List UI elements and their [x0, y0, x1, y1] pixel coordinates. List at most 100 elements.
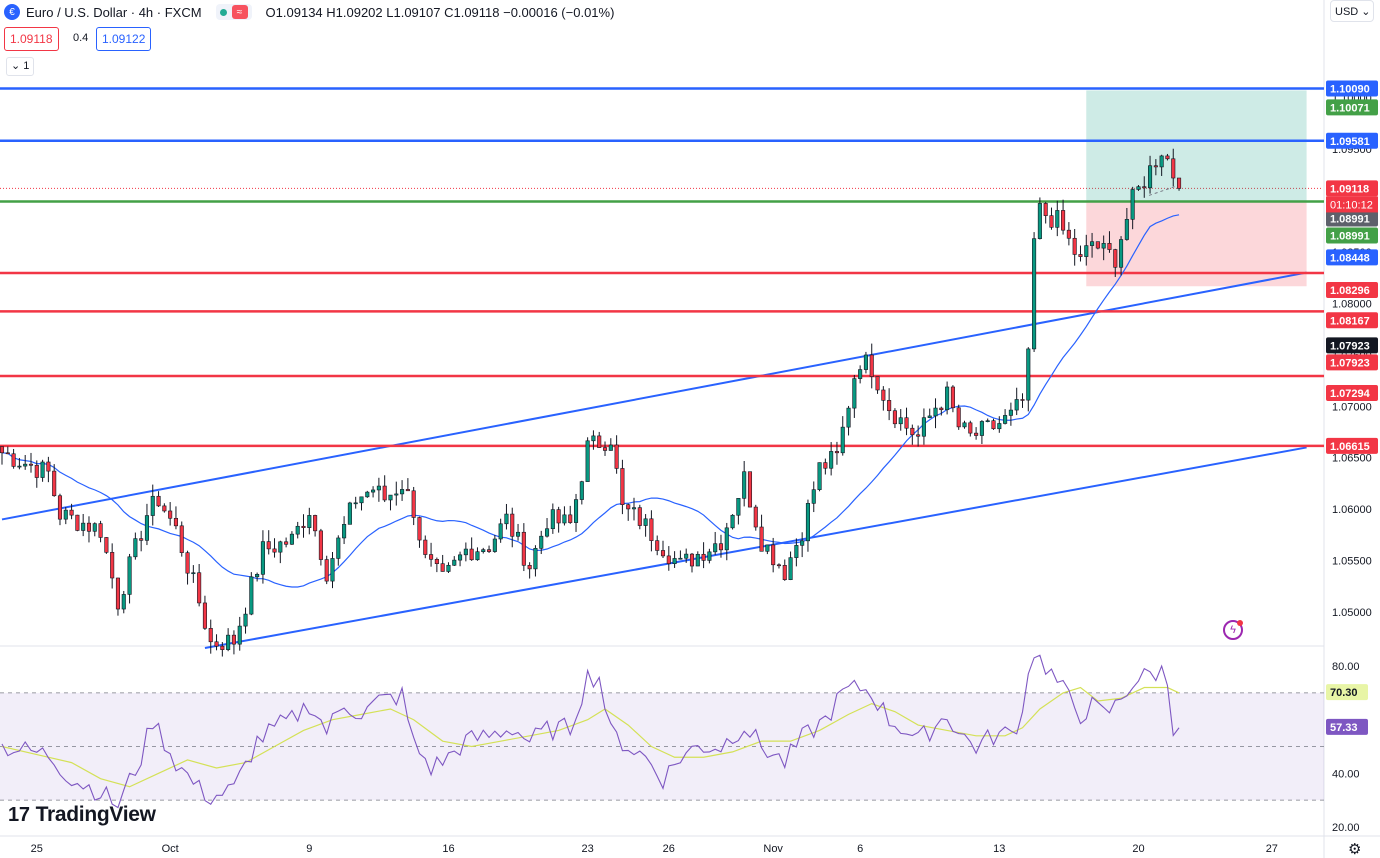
candle-body	[324, 559, 329, 582]
price-label-text: 1.08991	[1330, 230, 1370, 242]
buy-button[interactable]: 1.09122	[96, 27, 152, 51]
candle-body	[168, 510, 173, 519]
candle-body	[759, 526, 764, 552]
candle-body	[539, 535, 544, 549]
candle-body	[498, 523, 503, 540]
candle-body	[0, 446, 5, 454]
candle-body	[556, 509, 561, 524]
candle-body	[834, 451, 839, 454]
gear-icon[interactable]: ⚙	[1348, 841, 1362, 858]
price-label-text: 1.08167	[1330, 315, 1370, 327]
candle-body	[208, 628, 213, 643]
long-position-tool[interactable]	[1086, 90, 1307, 287]
candle-body	[289, 533, 294, 545]
currency-label: USD	[1335, 6, 1359, 18]
candle-body	[898, 417, 903, 425]
candle-body	[5, 452, 10, 455]
time-tick-label: 9	[306, 843, 312, 855]
time-axis[interactable]: 25 Oct 9 16 23 26 Nov 6 13 20 27	[31, 843, 1278, 855]
candle-body	[608, 444, 613, 451]
candle-body	[916, 434, 921, 437]
price-label-tag[interactable]	[1326, 132, 1378, 149]
candle-body	[591, 435, 596, 442]
price-label-tag[interactable]	[1326, 180, 1378, 197]
price-label-tag[interactable]	[1326, 312, 1378, 329]
time-tick-label: 23	[581, 843, 593, 855]
candle-body	[672, 558, 677, 564]
candle-body	[724, 527, 729, 551]
candle-body	[301, 525, 306, 528]
candle-body	[1055, 210, 1060, 228]
market-open-icon	[219, 8, 227, 16]
symbol-title[interactable]: Euro / U.S. Dollar · 4h · FXCM	[26, 4, 202, 20]
horizontal-levels[interactable]	[0, 87, 1324, 448]
sell-button[interactable]: 1.09118	[4, 27, 59, 51]
price-label-text: 1.06615	[1330, 441, 1370, 453]
price-label-tag[interactable]	[1326, 227, 1378, 244]
candle-body	[782, 565, 787, 581]
channel-upper-line[interactable]	[1, 271, 1307, 521]
candle-body	[260, 541, 265, 575]
price-label-tag[interactable]	[1326, 99, 1378, 116]
indicator-collapse-toggle[interactable]: ⌄ 1	[6, 57, 35, 76]
candle-body	[75, 514, 80, 531]
price-label-tag[interactable]	[1326, 80, 1378, 97]
candle-body	[585, 440, 590, 482]
candle-body	[562, 514, 567, 524]
candle-body	[840, 426, 845, 454]
candle-body	[817, 462, 822, 490]
candle-body	[1124, 219, 1129, 240]
candle-body	[1026, 348, 1031, 401]
candle-body	[28, 463, 34, 466]
price-label-tag[interactable]	[1326, 210, 1378, 227]
candle-body	[1037, 203, 1042, 239]
market-status[interactable]: ≈	[215, 4, 252, 20]
candle-body	[776, 564, 782, 567]
lightning-alert-icon[interactable]: ϟ	[1223, 620, 1243, 640]
time-tick-label: 13	[993, 843, 1005, 855]
candle-body	[620, 468, 625, 505]
candle-body	[17, 465, 22, 468]
price-label-tag[interactable]	[1326, 385, 1378, 402]
candle-body	[800, 540, 805, 546]
candle-body	[1072, 237, 1077, 255]
candle-body	[313, 515, 318, 532]
candle-body	[962, 422, 967, 428]
symbol-header[interactable]: € Euro / U.S. Dollar · 4h · FXCM ≈ O1.09…	[4, 1, 614, 23]
candle-body	[579, 481, 584, 500]
candle-body	[1061, 210, 1066, 231]
candle-body	[510, 513, 515, 537]
rsi-value-tag	[1326, 684, 1368, 701]
rsi-value-text: 57.33	[1330, 722, 1358, 734]
candle-body	[573, 499, 579, 523]
candle-body	[307, 515, 312, 528]
price-label-tag[interactable]	[1326, 281, 1378, 298]
price-tick-label: 1.08000	[1332, 298, 1372, 310]
candle-body	[197, 572, 202, 604]
price-label-tag[interactable]	[1326, 249, 1378, 266]
candle-body	[1084, 245, 1089, 257]
currency-selector[interactable]: USD ⌄	[1330, 0, 1374, 22]
price-label-tag[interactable]	[1326, 337, 1378, 354]
price-tick-label: 1.05500	[1332, 556, 1372, 568]
candle-body	[1043, 203, 1048, 216]
candle-body	[98, 523, 103, 538]
price-axis[interactable]: 1.050001.055001.060001.065001.070001.075…	[1326, 80, 1378, 619]
candle-body	[150, 495, 155, 516]
chevron-down-icon: ⌄	[11, 60, 24, 72]
price-label-tag[interactable]	[1326, 437, 1378, 454]
candle-body	[69, 509, 74, 516]
price-tick-label: 1.07000	[1332, 401, 1372, 413]
price-label-tag[interactable]	[1326, 354, 1378, 371]
trend-channel[interactable]	[1, 271, 1307, 649]
candle-body	[643, 518, 648, 526]
price-label-text: 1.08448	[1330, 252, 1370, 264]
tradingview-logo[interactable]: 17 TradingView	[8, 803, 156, 827]
candle-body	[504, 513, 509, 525]
channel-lower-line[interactable]	[204, 446, 1307, 649]
profit-zone[interactable]	[1086, 90, 1307, 202]
candle-body	[365, 491, 370, 498]
candle-body	[92, 523, 97, 532]
candle-body	[811, 489, 816, 504]
